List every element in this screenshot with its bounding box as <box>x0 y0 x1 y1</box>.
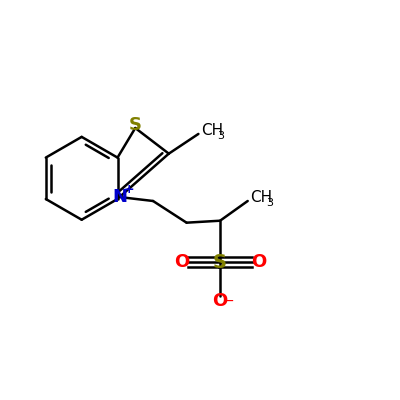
Text: N: N <box>112 188 127 206</box>
Text: O: O <box>174 253 189 271</box>
Text: S: S <box>129 116 142 134</box>
Text: −: − <box>223 294 234 308</box>
Text: O: O <box>251 253 266 271</box>
Text: S: S <box>213 253 227 272</box>
Text: 3: 3 <box>217 131 224 141</box>
Text: 3: 3 <box>266 198 273 208</box>
Text: CH: CH <box>250 190 272 205</box>
Text: CH: CH <box>202 123 224 138</box>
Text: +: + <box>124 184 135 196</box>
Text: O: O <box>212 292 228 310</box>
